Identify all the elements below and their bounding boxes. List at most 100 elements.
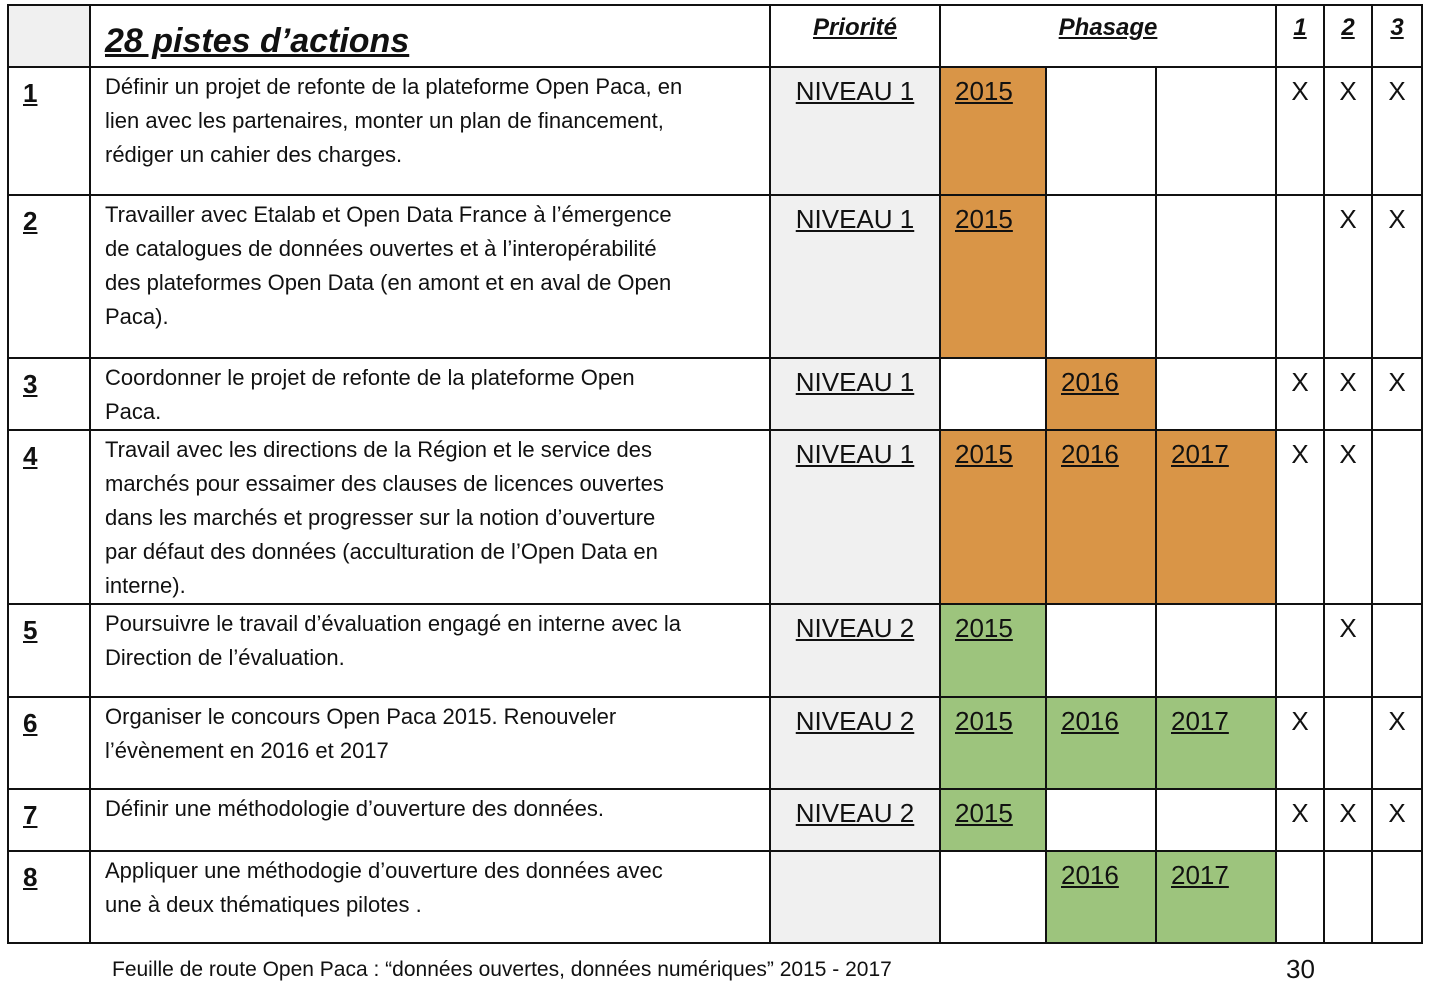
row-number: 3: [7, 357, 91, 431]
axis-1-mark: [1275, 194, 1326, 359]
axis-1-mark: [1275, 603, 1326, 698]
row-number: 7: [7, 788, 91, 852]
column-2-header: 2: [1323, 4, 1374, 68]
description-line: Direction de l’évaluation.: [105, 645, 345, 670]
phase-year-2: 2016: [1045, 357, 1157, 431]
description-line: Paca.: [105, 399, 162, 424]
priority-level: NIVEAU 2: [769, 788, 941, 852]
priority-level: NIVEAU 1: [769, 357, 941, 431]
axis-3-mark: X: [1371, 66, 1424, 196]
description-line: Organiser le concours Open Paca 2015. Re…: [105, 704, 617, 729]
row-description: Organiser le concours Open Paca 2015. Re…: [89, 696, 771, 790]
phase-year-3: 2017: [1154, 696, 1278, 790]
description-line: Travailler avec Etalab et Open Data Fran…: [105, 202, 672, 227]
row-number: 6: [7, 696, 91, 790]
phase-year-2: [1045, 66, 1157, 196]
description-line: marchés pour essaimer des clauses de lic…: [105, 471, 664, 496]
row-number: 4: [7, 429, 91, 605]
phase-year-2: 2016: [1045, 850, 1157, 944]
phase-year-1: 2015: [939, 429, 1047, 605]
priority-level: NIVEAU 1: [769, 429, 941, 605]
description-line: des plateformes Open Data (en amont et e…: [105, 270, 672, 295]
page-number: 30: [1286, 954, 1315, 984]
row-description: Définir une méthodologie d’ouverture des…: [89, 788, 771, 852]
priority-level: NIVEAU 1: [769, 194, 941, 359]
phase-year-1: [939, 357, 1047, 431]
row-description: Appliquer une méthodogie d’ouverture des…: [89, 850, 771, 944]
phase-year-1: 2015: [939, 696, 1047, 790]
description-line: Paca).: [105, 304, 169, 329]
phase-year-2: 2016: [1045, 696, 1157, 790]
table-title: 28 pistes d’actions: [89, 4, 771, 68]
table-row: 5 Poursuivre le travail d’évaluation enga…: [7, 603, 1424, 698]
axis-1-mark: X: [1275, 429, 1326, 605]
description-line: Travail avec les directions de la Région…: [105, 437, 653, 462]
row-number: 2: [7, 194, 91, 359]
axis-3-mark: X: [1371, 194, 1424, 359]
column-3-header: 3: [1371, 4, 1424, 68]
description-line: dans les marchés et progresser sur la no…: [105, 505, 656, 530]
table-row: 4 Travail avec les directions de la Régio…: [7, 429, 1424, 605]
phase-year-2: 2016: [1045, 429, 1157, 605]
axis-2-mark: X: [1323, 603, 1374, 698]
description-line: par défaut des données (acculturation de…: [105, 539, 658, 564]
axis-2-mark: [1323, 696, 1374, 790]
phasing-header: Phasage: [938, 4, 1278, 68]
description-line: Définir un projet de refonte de la plate…: [105, 74, 683, 99]
row-description: Poursuivre le travail d’évaluation engag…: [89, 603, 771, 698]
row-description: Coordonner le projet de refonte de la pl…: [89, 357, 771, 431]
description-line: de catalogues de données ouvertes et à l…: [105, 236, 657, 261]
description-line: Définir une méthodologie d’ouverture des…: [105, 796, 604, 821]
phase-year-3: [1154, 194, 1278, 359]
table-row: 8 Appliquer une méthodogie d’ouverture de…: [7, 850, 1424, 944]
table-row: 3 Coordonner le projet de refonte de la p…: [7, 357, 1424, 431]
header-corner-cell: [7, 4, 91, 68]
axis-2-mark: [1323, 850, 1374, 944]
row-description: Travail avec les directions de la Région…: [89, 429, 771, 605]
axis-1-mark: X: [1275, 788, 1326, 852]
priority-level: NIVEAU 2: [769, 696, 941, 790]
phase-year-3: 2017: [1154, 429, 1278, 605]
row-description: Travailler avec Etalab et Open Data Fran…: [89, 194, 771, 359]
axis-3-mark: X: [1371, 696, 1424, 790]
priority-level: NIVEAU 1: [769, 66, 941, 196]
description-line: Appliquer une méthodogie d’ouverture des…: [105, 858, 663, 883]
row-number: 1: [7, 66, 91, 196]
priority-level: NIVEAU 2: [769, 603, 941, 698]
column-1-header: 1: [1275, 4, 1326, 68]
description-line: interne).: [105, 573, 186, 598]
phase-year-1: 2015: [939, 603, 1047, 698]
axis-3-mark: X: [1371, 357, 1424, 431]
table-row: 7 Définir une méthodologie d’ouverture de…: [7, 788, 1424, 852]
description-line: rédiger un cahier des charges.: [105, 142, 403, 167]
axis-2-mark: X: [1323, 788, 1374, 852]
axis-2-mark: X: [1323, 194, 1374, 359]
phase-year-1: 2015: [939, 66, 1047, 196]
phase-year-2: [1045, 194, 1157, 359]
phase-year-3: [1154, 357, 1278, 431]
phase-year-1: 2015: [939, 788, 1047, 852]
phase-year-3: [1154, 788, 1278, 852]
axis-3-mark: [1371, 850, 1424, 944]
axis-1-mark: X: [1275, 696, 1326, 790]
actions-table: 28 pistes d’actions Priorité Phasage 1 2…: [7, 4, 1424, 944]
phase-year-3: [1154, 66, 1278, 196]
priority-level: [769, 850, 941, 944]
axis-1-mark: [1275, 850, 1326, 944]
priority-header: Priorité: [769, 4, 941, 68]
phase-year-1: 2015: [939, 194, 1047, 359]
description-line: l’évènement en 2016 et 2017: [105, 738, 389, 763]
phase-year-2: [1045, 788, 1157, 852]
axis-2-mark: X: [1323, 357, 1374, 431]
header-row: 28 pistes d’actions Priorité Phasage 1 2…: [7, 4, 1424, 68]
row-number: 5: [7, 603, 91, 698]
axis-3-mark: [1371, 429, 1424, 605]
phase-year-2: [1045, 603, 1157, 698]
row-description: Définir un projet de refonte de la plate…: [89, 66, 771, 196]
description-line: une à deux thématiques pilotes .: [105, 892, 422, 917]
phase-year-3: [1154, 603, 1278, 698]
table-row: 6 Organiser le concours Open Paca 2015. R…: [7, 696, 1424, 790]
description-line: lien avec les partenaires, monter un pla…: [105, 108, 664, 133]
axis-2-mark: X: [1323, 429, 1374, 605]
